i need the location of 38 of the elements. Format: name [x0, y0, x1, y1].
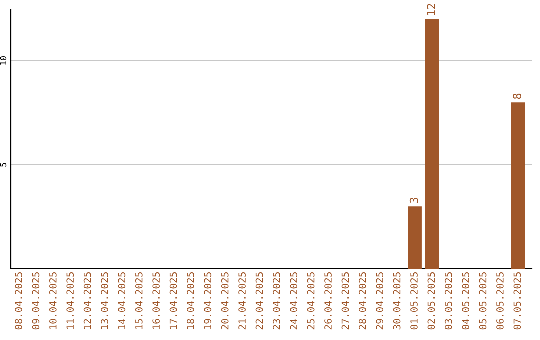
x-tick-label: 13.04.2025 [101, 272, 108, 330]
y-tick-label: 10 [0, 56, 7, 65]
x-tick-label: 09.04.2025 [32, 272, 40, 330]
x-tick-label: 20.04.2025 [221, 272, 229, 330]
data-label: 12 [427, 4, 436, 16]
x-tick-label: 04.05.2025 [462, 272, 470, 330]
x-tick-label: 28.04.2025 [358, 272, 366, 330]
bar [408, 206, 422, 269]
x-tick-label: 14.04.2025 [118, 272, 126, 330]
x-tick-label: 10.04.2025 [49, 272, 57, 330]
x-tick-label: 21.04.2025 [238, 272, 246, 330]
x-tick-label: 17.04.2025 [170, 272, 178, 330]
x-tick-label: 01.05.2025 [410, 272, 418, 330]
x-tick-label: 16.04.2025 [152, 272, 160, 330]
x-tick-label: 02.05.2025 [428, 272, 436, 330]
y-tick-label: 5 [0, 163, 7, 167]
x-tick-label: 12.04.2025 [84, 272, 92, 330]
x-tick-label: 22.04.2025 [256, 272, 264, 330]
bar [511, 102, 526, 269]
x-tick-label: 26.04.2025 [324, 272, 332, 330]
x-tick-label: 29.04.2025 [376, 272, 384, 330]
bar [425, 19, 440, 269]
x-tick-label: 25.04.2025 [307, 272, 315, 330]
x-tick-label: 27.04.2025 [342, 272, 350, 330]
x-tick-label: 15.04.2025 [135, 272, 143, 330]
x-tick-label: 19.04.2025 [204, 272, 212, 330]
x-tick-label: 03.05.2025 [444, 272, 452, 330]
x-tick-label: 05.05.2025 [479, 272, 487, 330]
x-tick-label: 08.04.2025 [15, 272, 22, 330]
x-tick-label: 11.04.2025 [66, 272, 74, 330]
x-tick-label: 18.04.2025 [187, 272, 194, 330]
data-label: 3 [410, 198, 418, 204]
x-tick-label: 30.04.2025 [393, 272, 401, 330]
x-tick-label: 24.04.2025 [290, 272, 298, 330]
x-tick-label: 06.05.2025 [496, 272, 504, 330]
x-tick-label: 07.05.2025 [514, 272, 522, 330]
data-label: 8 [513, 94, 522, 100]
x-tick-label: 23.04.2025 [273, 272, 280, 330]
